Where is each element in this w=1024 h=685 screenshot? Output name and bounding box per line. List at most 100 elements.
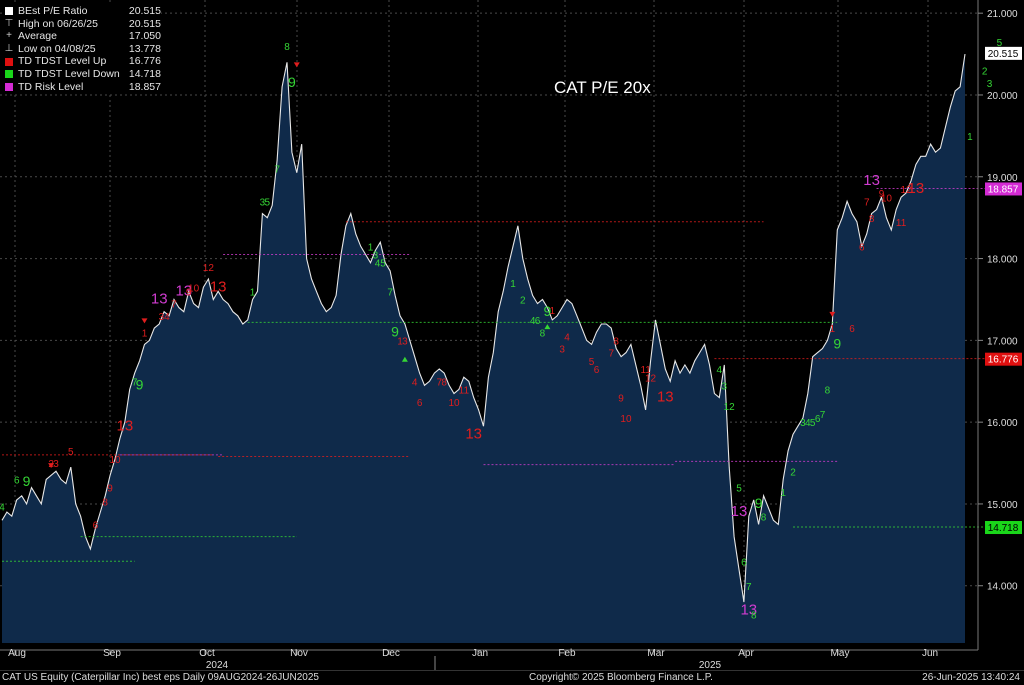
td-count-label: 8 <box>441 377 447 388</box>
x-tick-label: Apr <box>738 648 754 659</box>
td-count-label: 1 <box>250 287 256 298</box>
legend-label: TD TDST Level Up <box>18 55 107 68</box>
value-badge-label: 14.718 <box>988 523 1019 534</box>
legend-value: 13.778 <box>128 42 161 55</box>
td-arrow-icon <box>141 318 148 324</box>
td-arrow-icon <box>48 463 55 469</box>
td-count-label: 6 <box>417 398 423 409</box>
td-count-label: 34 <box>159 312 171 323</box>
td-count-label: 3 <box>987 79 993 90</box>
td-count-label: 7 <box>864 197 870 208</box>
td-count-label: 8 <box>869 214 875 225</box>
td-count-label: 13 <box>908 180 925 197</box>
td-count-label: 12 <box>203 263 215 274</box>
td-count-label: 12 <box>724 402 736 413</box>
td-count-label: 8 <box>540 328 546 339</box>
legend-label: Average <box>18 30 57 43</box>
td-count-label: 1 <box>510 279 516 290</box>
td-count-label: 9 <box>543 303 551 319</box>
td-count-label: 13 <box>465 426 482 443</box>
legend-item: TD Risk Level 18.857 <box>2 81 161 94</box>
legend-swatch-icon <box>5 7 13 16</box>
td-count-label: 8 <box>613 336 619 347</box>
legend-item: + Average 17.050 <box>2 30 161 43</box>
legend-label: TD Risk Level <box>18 80 84 93</box>
td-level-lines <box>2 187 1005 562</box>
td-count-label: 9 <box>186 287 192 298</box>
td-count-label: 13 <box>151 291 168 308</box>
td-count-label: 7 <box>387 287 393 298</box>
legend-item: ⊤ High on 06/26/25 20.515 <box>2 18 161 31</box>
legend-item: TD TDST Level Up 16.776 <box>2 55 161 68</box>
td-count-label: 11 <box>459 386 470 397</box>
td-count-label: 5 <box>997 38 1003 49</box>
x-tick-label: Jun <box>922 648 938 659</box>
legend-swatch-icon: + <box>6 30 12 42</box>
y-tick-label: 16.000 <box>987 418 1018 429</box>
td-count-label: 8 <box>825 386 831 397</box>
td-count-label: 6 <box>741 557 747 568</box>
td-count-label: 13 <box>731 503 748 520</box>
td-count-label: 1 <box>368 242 374 253</box>
td-count-label: 2 <box>982 67 988 78</box>
x-tick-label: Oct <box>199 648 215 659</box>
td-count-label: 4 <box>805 418 811 429</box>
value-badge-label: 18.857 <box>988 184 1019 195</box>
legend: BEst P/E Ratio 20.515 ⊤ High on 06/26/25 20.… <box>2 5 161 94</box>
td-count-label: 6 <box>849 324 855 335</box>
td-count-label: 2 <box>520 296 526 307</box>
td-count-label: 10 <box>188 283 200 294</box>
td-count-label: 5 <box>68 447 74 458</box>
footer-copyright: Copyright© 2025 Bloomberg Finance L.P. <box>529 672 713 683</box>
y-tick-label: 17.000 <box>987 336 1018 347</box>
td-count-label: 7 <box>746 582 752 593</box>
td-count-label: 13 <box>116 417 133 434</box>
footer-source: CAT US Equity (Caterpillar Inc) best eps… <box>2 672 319 683</box>
td-count-label: 4 <box>564 332 570 343</box>
td-count-label: 4 <box>0 502 5 513</box>
pe-ratio-line <box>1 54 966 603</box>
td-count-label: 8 <box>102 498 108 509</box>
td-count-label: 3 <box>260 197 266 208</box>
legend-swatch-icon <box>5 57 13 66</box>
legend-item: ⊥ Low on 04/08/25 13.778 <box>2 43 161 56</box>
y-tick-label: 14.000 <box>987 582 1018 593</box>
td-count-label: 13 <box>657 389 674 406</box>
td-count-label: 9 <box>288 74 296 90</box>
x-tick-label: Nov <box>290 648 308 659</box>
y-tick-label: 21.000 <box>987 9 1018 20</box>
td-count-label: 7 <box>171 300 177 311</box>
td-count-label: 1 <box>967 132 973 143</box>
td-count-label: 1 <box>780 488 786 499</box>
x-tick-label: Mar <box>647 648 665 659</box>
td-count-label: 6 <box>93 520 99 531</box>
td-count-label: 7 <box>608 349 614 360</box>
td-count-label: 13 <box>740 601 757 618</box>
legend-value: 14.718 <box>128 67 161 80</box>
footer: CAT US Equity (Caterpillar Inc) best eps… <box>0 670 1024 685</box>
td-count-label: 11 <box>896 218 907 229</box>
year-label: 2024 <box>206 660 229 671</box>
td-count-label: 10 <box>881 193 893 204</box>
legend-value: 17.050 <box>128 30 161 43</box>
td-count-label: 9 <box>618 394 624 405</box>
y-tick-label: 19.000 <box>987 173 1018 184</box>
chart-title: CAT P/E 20x <box>554 78 651 97</box>
value-badge-label: 20.515 <box>988 49 1019 60</box>
td-count-label: 4 <box>412 377 418 388</box>
legend-item: BEst P/E Ratio 20.515 <box>2 5 161 18</box>
value-badge-label: 16.776 <box>988 355 1019 366</box>
x-tick-label: May <box>831 648 850 659</box>
x-tick-label: Sep <box>103 648 121 659</box>
td-count-label: 6 <box>594 365 600 376</box>
td-count-label: 3 <box>800 418 806 429</box>
td-count-label: 4 <box>717 365 723 376</box>
legend-label: TD TDST Level Down <box>18 67 120 80</box>
legend-label: BEst P/E Ratio <box>18 5 88 17</box>
td-count-label: 6 <box>535 316 541 327</box>
legend-swatch-icon: ⊥ <box>4 42 14 54</box>
chart-area <box>1 54 966 644</box>
td-count-label: 5 <box>589 357 595 368</box>
td-count-label: 7 <box>274 165 280 176</box>
